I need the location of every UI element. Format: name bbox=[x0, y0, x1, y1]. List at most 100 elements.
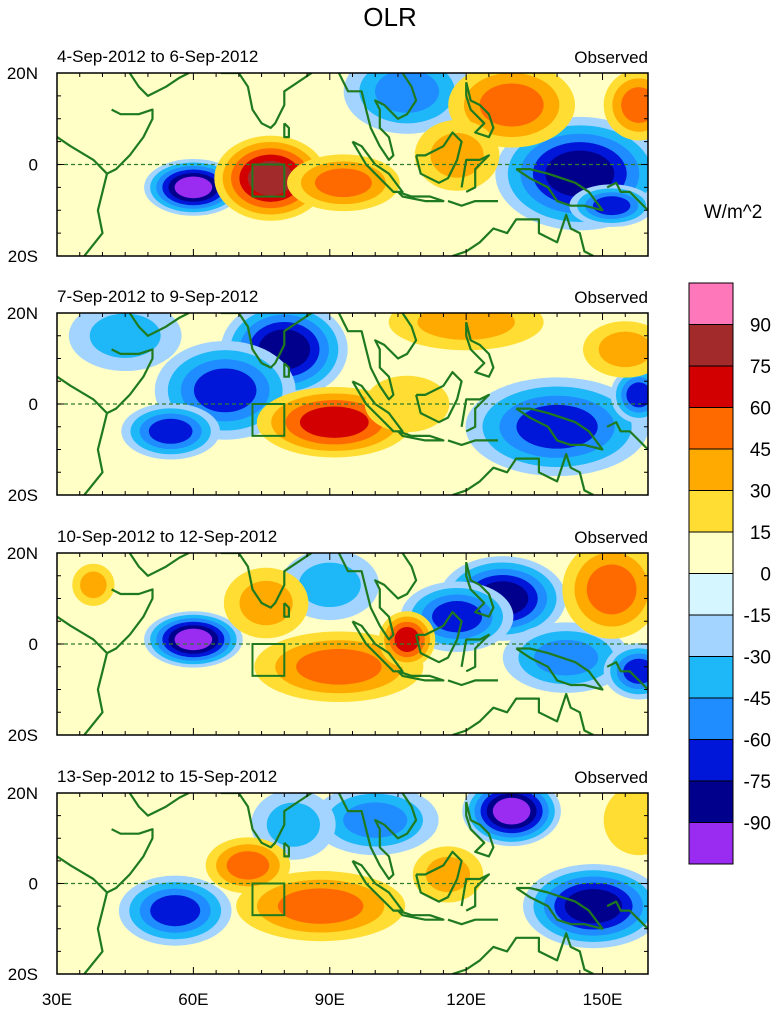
anomaly-contour bbox=[80, 571, 107, 599]
panel-2: 20N 0 20S 7-Sep-2012 to 9-Sep-2012 Observed bbox=[7, 287, 649, 505]
observed-label: Observed bbox=[574, 48, 648, 67]
anomaly-field bbox=[118, 793, 648, 949]
coastline bbox=[337, 73, 418, 161]
coastline bbox=[351, 620, 404, 673]
anomaly-contour bbox=[266, 802, 320, 847]
anomaly-contour bbox=[193, 368, 257, 413]
coastline bbox=[465, 561, 495, 618]
colorbar-level-label: 90 bbox=[750, 316, 771, 337]
index-box bbox=[251, 403, 286, 437]
anomaly-field bbox=[68, 313, 648, 477]
colorbar-level-label: 75 bbox=[750, 357, 771, 378]
anomaly-contour bbox=[425, 856, 471, 893]
coastline bbox=[57, 375, 109, 495]
colorbar-swatch bbox=[688, 365, 734, 408]
panel-date-label: 13-Sep-2012 to 15-Sep-2012 bbox=[57, 767, 277, 786]
coastline bbox=[128, 553, 190, 577]
anomaly-contour bbox=[545, 150, 615, 197]
anomaly-contour bbox=[314, 168, 372, 198]
coastline bbox=[397, 430, 445, 442]
coastline bbox=[283, 602, 290, 618]
colorbar-swatch bbox=[688, 697, 734, 740]
coastline bbox=[397, 190, 445, 203]
colorbar-level-label: -60 bbox=[744, 731, 771, 752]
coastline bbox=[460, 393, 490, 433]
coastline bbox=[397, 909, 445, 921]
colorbar-level-label: -15 bbox=[744, 606, 771, 627]
coastline bbox=[447, 918, 498, 926]
coastline bbox=[606, 181, 648, 212]
panel-3: 20N 0 20S 10-Sep-2012 to 12-Sep-2012 Observe… bbox=[7, 527, 649, 745]
colorbar-level-label: -75 bbox=[744, 772, 771, 793]
y-tick-label: 20N bbox=[7, 784, 38, 803]
y-tick-label: 0 bbox=[29, 395, 38, 414]
colorbar-level-label: 60 bbox=[750, 399, 771, 420]
colorbar-swatch bbox=[688, 822, 734, 865]
anomaly-contour bbox=[174, 628, 213, 651]
coastline bbox=[465, 81, 495, 139]
anomaly-contour bbox=[277, 888, 364, 924]
coastline bbox=[460, 633, 490, 673]
anomaly-contour bbox=[174, 176, 213, 199]
anomaly-contour bbox=[239, 580, 293, 626]
figure-title: OLR bbox=[363, 2, 416, 32]
y-tick-label: 20S bbox=[8, 965, 38, 984]
observed-label: Observed bbox=[574, 288, 648, 307]
anomaly-contour bbox=[299, 406, 369, 438]
coastline bbox=[57, 855, 109, 974]
anomaly-contour bbox=[375, 73, 440, 113]
panel-date-label: 10-Sep-2012 to 12-Sep-2012 bbox=[57, 527, 277, 546]
x-tick-label: 90E bbox=[315, 990, 345, 1009]
coastline bbox=[283, 842, 290, 858]
colorbar-swatch bbox=[688, 448, 734, 491]
coastline bbox=[606, 900, 648, 930]
panel-date-label: 4-Sep-2012 to 6-Sep-2012 bbox=[57, 47, 258, 66]
x-axis: 30E 60E 90E 120E 150E bbox=[42, 990, 623, 1009]
anomaly-contour bbox=[247, 160, 294, 196]
coastline bbox=[415, 371, 463, 424]
anomaly-contour bbox=[148, 418, 193, 444]
colorbar-swatch bbox=[688, 282, 734, 325]
panels-container: 20N 0 20S 4-Sep-2012 to 6-Sep-2012 Observed 2… bbox=[7, 47, 649, 984]
anomaly-contour bbox=[298, 562, 361, 608]
coastline bbox=[337, 313, 418, 401]
colorbar: 90 75 60 45 30 15 0 -15 -30 -45 -60 -75 -90 bbox=[688, 282, 771, 865]
coastline bbox=[337, 793, 418, 881]
colorbar-level-label: -30 bbox=[744, 648, 771, 669]
x-tick-label: 60E bbox=[178, 990, 208, 1009]
coastline bbox=[57, 136, 109, 256]
anomaly-contour bbox=[89, 313, 161, 358]
coastline bbox=[397, 670, 445, 682]
anomaly-contour bbox=[150, 895, 201, 927]
anomaly-contour bbox=[492, 797, 531, 825]
index-box bbox=[251, 163, 286, 198]
colorbar-units: W/m^2 bbox=[704, 202, 763, 223]
y-tick-label: 0 bbox=[29, 635, 38, 654]
y-tick-label: 20S bbox=[8, 486, 38, 505]
anomaly-contour bbox=[621, 87, 648, 123]
coastline bbox=[283, 362, 290, 378]
colorbar-swatch bbox=[688, 739, 734, 782]
anomaly-contour bbox=[623, 658, 648, 684]
anomaly-contour bbox=[564, 889, 623, 924]
coastlines bbox=[57, 793, 648, 974]
colorbar-level-label: -45 bbox=[744, 689, 771, 710]
anomaly-contour bbox=[626, 382, 648, 408]
anomaly-contour bbox=[603, 793, 648, 856]
y-tick-label: 0 bbox=[29, 156, 38, 175]
colorbar-level-label: 45 bbox=[750, 440, 771, 461]
coastline bbox=[128, 73, 190, 98]
colorbar-level-label: 15 bbox=[750, 523, 771, 544]
anomaly-contour bbox=[226, 851, 270, 880]
coastline bbox=[460, 873, 490, 912]
coastline bbox=[57, 615, 109, 735]
coastline bbox=[515, 407, 604, 451]
coastline bbox=[465, 321, 495, 378]
coastline bbox=[351, 140, 404, 193]
coastline bbox=[220, 553, 313, 609]
coastline bbox=[606, 661, 648, 691]
colorbar-swatch bbox=[688, 780, 734, 823]
coastline bbox=[515, 647, 604, 691]
anomaly-field bbox=[144, 73, 648, 231]
